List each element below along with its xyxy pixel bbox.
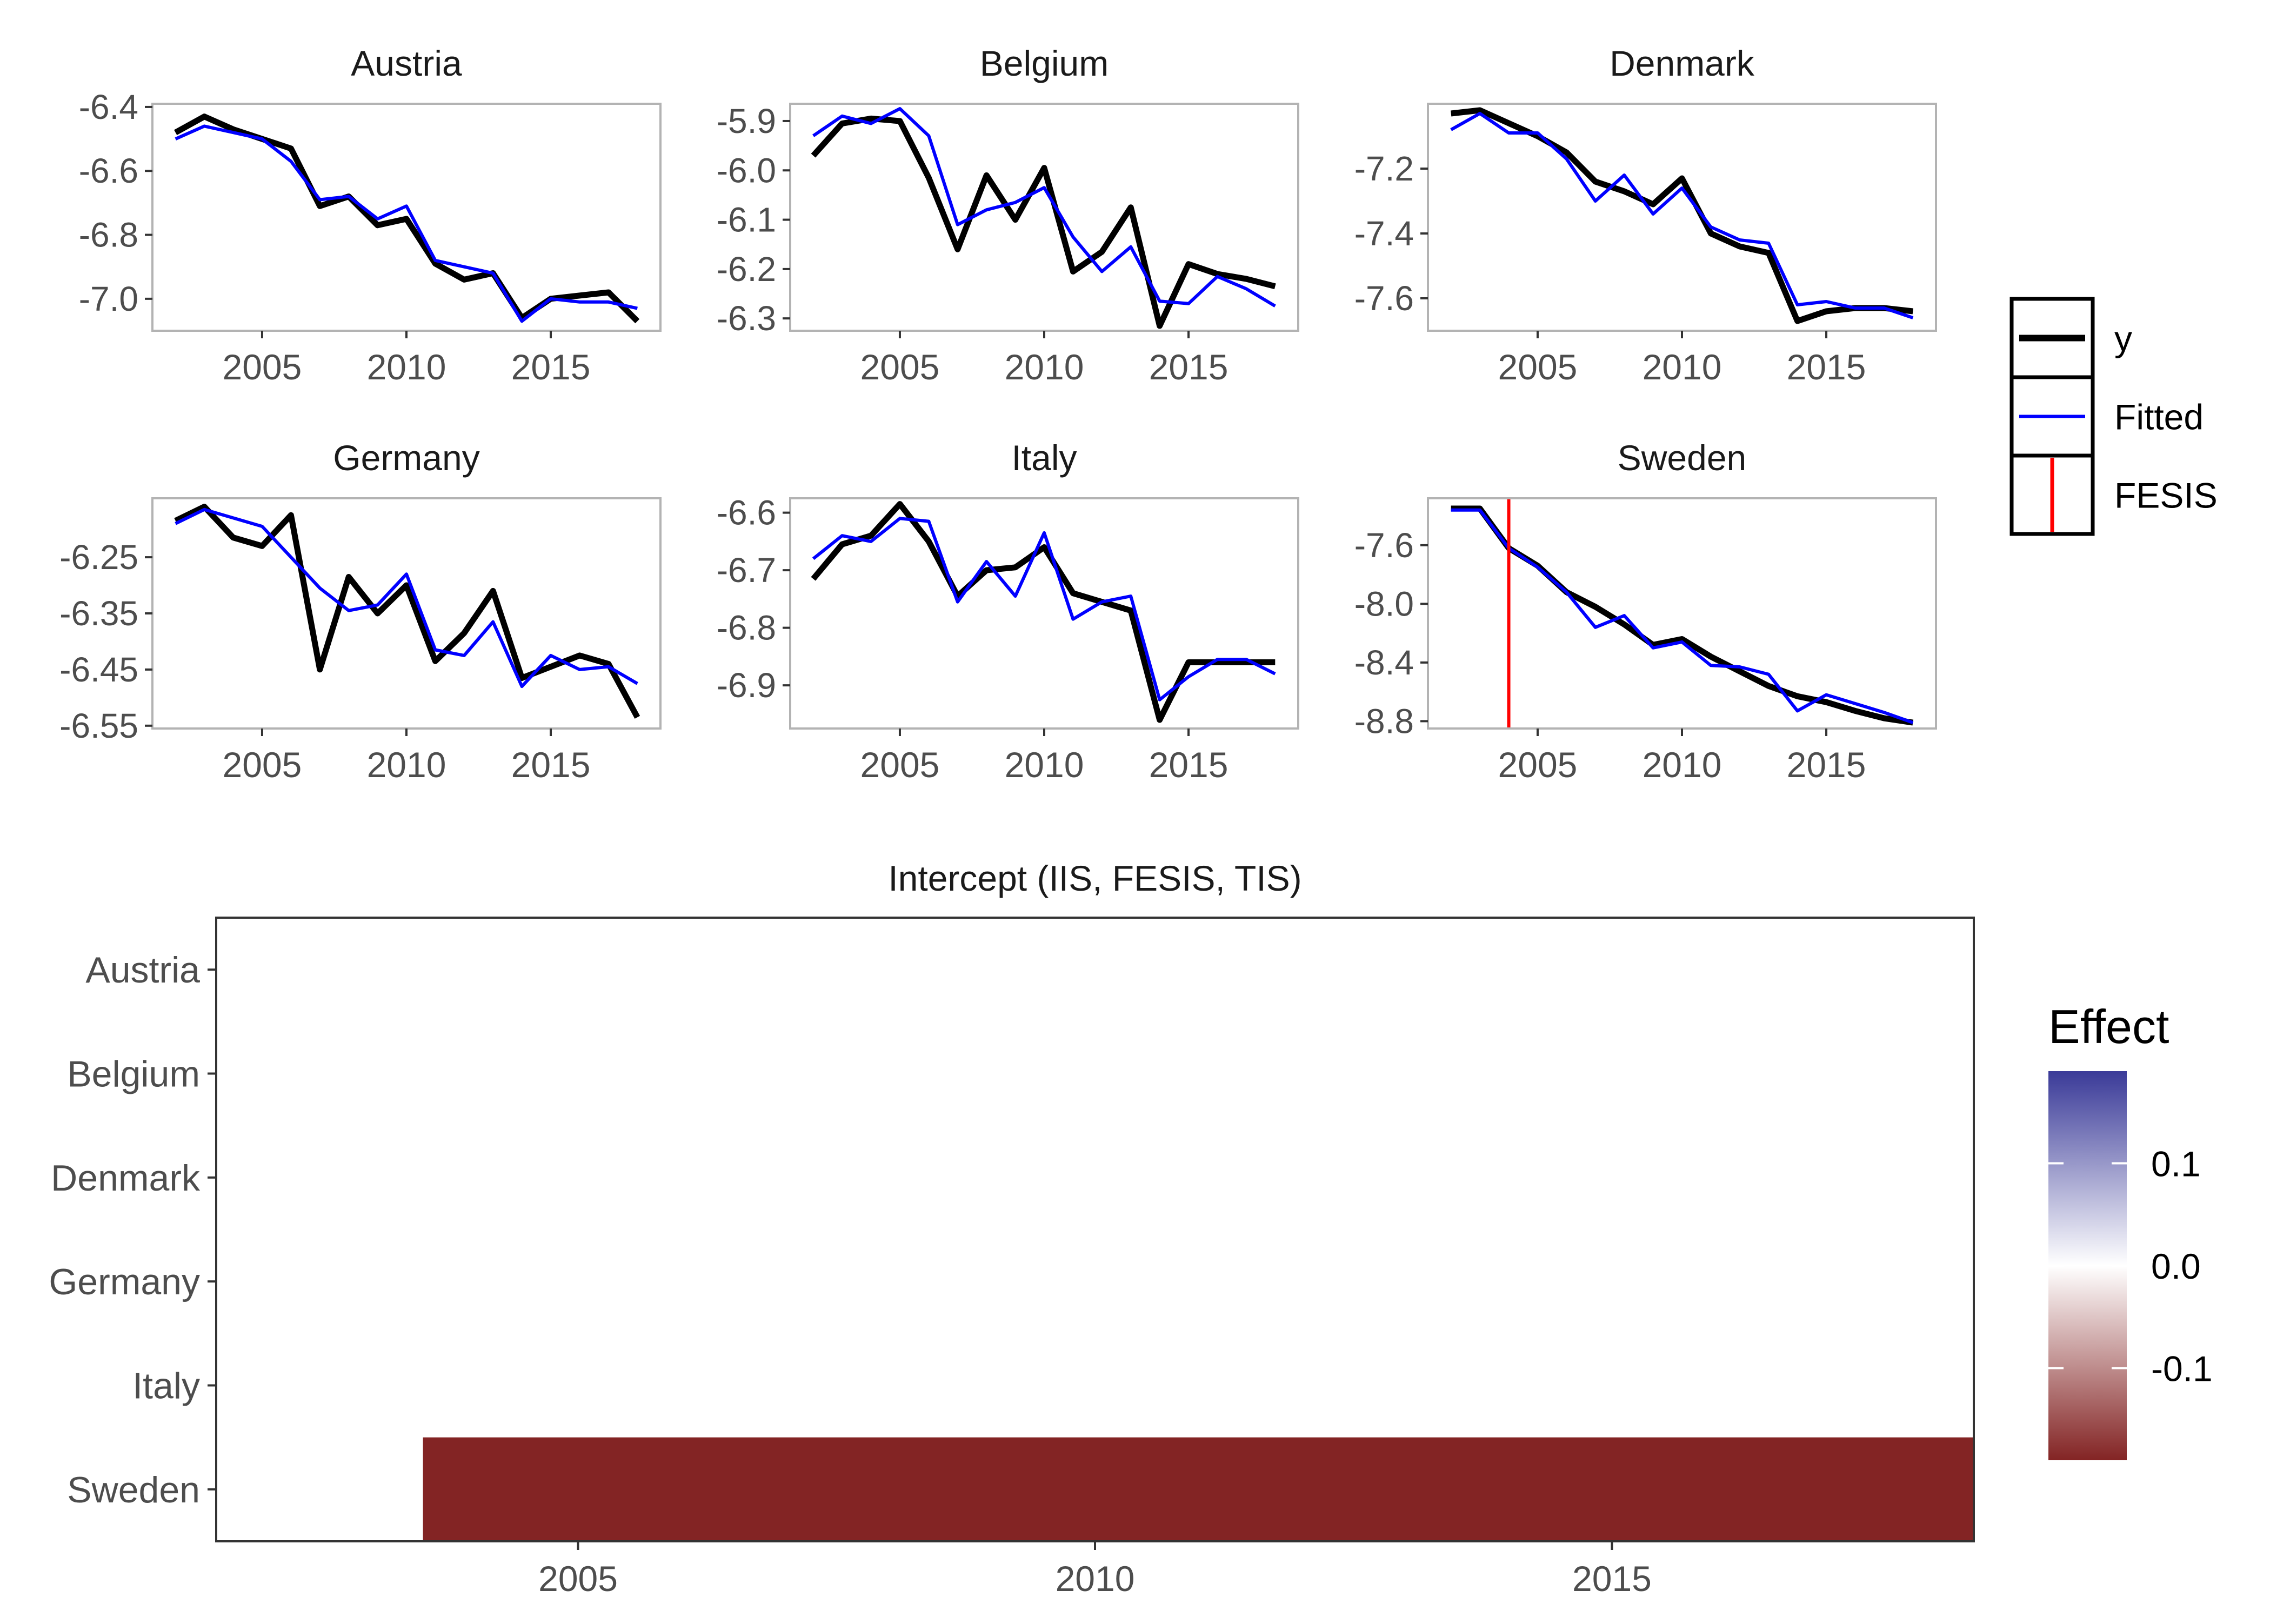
- panel-title: Austria: [351, 43, 462, 83]
- series-fitted-line: [175, 507, 638, 689]
- y-tick-label: -7.6: [1354, 279, 1414, 318]
- row-label: Belgium: [67, 1054, 200, 1095]
- y-tick-label: -6.45: [59, 650, 138, 689]
- x-tick-label: 2005: [223, 347, 302, 387]
- row-label: Sweden: [67, 1469, 200, 1511]
- series-legend: y Fitted FESIS: [2009, 297, 2218, 536]
- heatmap-title: Intercept (IIS, FESIS, TIS): [888, 858, 1301, 898]
- x-tick-label: 2010: [1056, 1559, 1135, 1599]
- panel-austria: Austria 2005 2010 2015 -6.4 -6.6 -6.8 -7.0: [79, 43, 662, 387]
- panel-title: Italy: [1011, 438, 1077, 478]
- row-label: Germany: [49, 1261, 200, 1302]
- panel-border: [1427, 497, 1937, 730]
- x-tick-label: 2010: [1005, 347, 1084, 387]
- x-tick-label: 2015: [1149, 347, 1229, 387]
- row-label: Italy: [132, 1366, 200, 1407]
- panel-title: Belgium: [980, 43, 1109, 83]
- series-y-line: [1451, 505, 1914, 726]
- legend-label-y: y: [2114, 319, 2132, 359]
- color-bar-label: 0.1: [2151, 1144, 2201, 1184]
- series-fitted-line: [1451, 508, 1914, 724]
- panel-border: [1427, 103, 1937, 332]
- y-tick-label: -8.8: [1354, 701, 1414, 740]
- panel-title: Denmark: [1610, 43, 1755, 83]
- x-tick-label: 2005: [538, 1559, 618, 1599]
- y-tick-label: -8.0: [1354, 584, 1414, 623]
- y-tick-label: -6.4: [79, 88, 138, 126]
- x-tick-label: 2005: [1498, 347, 1578, 387]
- panel-denmark: Denmark 2005 2010 2015 -7.2 -7.4 -7.6: [1354, 43, 1937, 387]
- x-tick-label: 2005: [860, 745, 940, 785]
- y-tick-label: -6.25: [59, 538, 138, 577]
- y-tick-label: -6.35: [59, 594, 138, 633]
- panel-belgium: Belgium 2005 2010 2015 -5.9 -6.0 -6.1 -6.2 -6.3: [717, 43, 1299, 387]
- x-tick-label: 2010: [367, 745, 446, 785]
- series-y-line: [1451, 107, 1913, 324]
- color-bar-label: -0.1: [2151, 1348, 2213, 1388]
- x-tick-label: 2015: [511, 745, 591, 785]
- series-fitted-line: [812, 517, 1276, 701]
- legend-title: Effect: [2048, 1000, 2169, 1053]
- y-tick-label: -6.3: [717, 299, 776, 338]
- effect-legend: Effect 0.1 0.0 -0.1: [2048, 1000, 2213, 1460]
- legend-label-fitted: Fitted: [2114, 397, 2204, 437]
- y-tick-label: -5.9: [717, 102, 776, 141]
- x-tick-label: 2010: [367, 347, 446, 387]
- x-tick-label: 2015: [1787, 347, 1866, 387]
- x-tick-label: 2015: [511, 347, 591, 387]
- series-y-line: [811, 501, 1276, 723]
- series-fitted-line: [1450, 112, 1914, 319]
- panel-italy: Italy 2005 2010 2015 -6.6 -6.7 -6.8 -6.9: [717, 438, 1299, 785]
- y-tick-label: -6.6: [717, 493, 776, 532]
- panel-border: [789, 103, 1299, 332]
- panel-title: Germany: [333, 438, 479, 478]
- y-tick-label: -8.4: [1354, 643, 1414, 682]
- row-label: Denmark: [51, 1158, 201, 1199]
- y-tick-label: -6.7: [717, 551, 776, 590]
- series-y-line: [811, 115, 1276, 329]
- y-tick-label: -6.6: [79, 151, 138, 190]
- y-tick-label: -7.6: [1354, 526, 1414, 565]
- y-tick-label: -6.0: [717, 151, 776, 190]
- series-y-line: [174, 113, 640, 324]
- x-tick-label: 2015: [1787, 745, 1866, 785]
- row-label: Austria: [85, 950, 200, 991]
- color-bar-label: 0.0: [2151, 1246, 2201, 1286]
- x-tick-label: 2010: [1005, 745, 1084, 785]
- heatmap-panel: Intercept (IIS, FESIS, TIS) Austria Belgiu…: [49, 858, 1975, 1599]
- panel-sweden: Sweden 2005 2010 2015 -7.6 -8.0 -8.4 -8.8: [1354, 438, 1937, 785]
- legend-label-fesis: FESIS: [2114, 476, 2218, 516]
- y-tick-label: -7.0: [79, 279, 138, 318]
- y-tick-label: -7.2: [1354, 149, 1414, 188]
- series-fitted-line: [812, 107, 1276, 308]
- y-tick-label: -6.1: [717, 201, 776, 239]
- x-tick-label: 2015: [1572, 1559, 1652, 1599]
- y-tick-label: -6.8: [79, 216, 138, 255]
- y-tick-label: -6.55: [59, 706, 138, 745]
- x-tick-label: 2005: [860, 347, 940, 387]
- heatmap-cell-sweden: [423, 1437, 1974, 1541]
- x-tick-label: 2010: [1643, 745, 1722, 785]
- series-y-line: [174, 504, 640, 719]
- x-tick-label: 2005: [223, 745, 302, 785]
- y-tick-label: -6.9: [717, 666, 776, 705]
- y-tick-label: -6.2: [717, 250, 776, 289]
- y-tick-label: -7.4: [1354, 214, 1414, 253]
- x-tick-label: 2010: [1643, 347, 1722, 387]
- x-tick-label: 2015: [1149, 745, 1229, 785]
- x-tick-label: 2005: [1498, 745, 1578, 785]
- panel-germany: Germany 2005 2010 2015 -6.25 -6.35 -6.45 -6.55: [59, 438, 662, 785]
- series-fitted-line: [175, 124, 638, 323]
- panel-title: Sweden: [1618, 438, 1747, 478]
- y-tick-label: -6.8: [717, 609, 776, 647]
